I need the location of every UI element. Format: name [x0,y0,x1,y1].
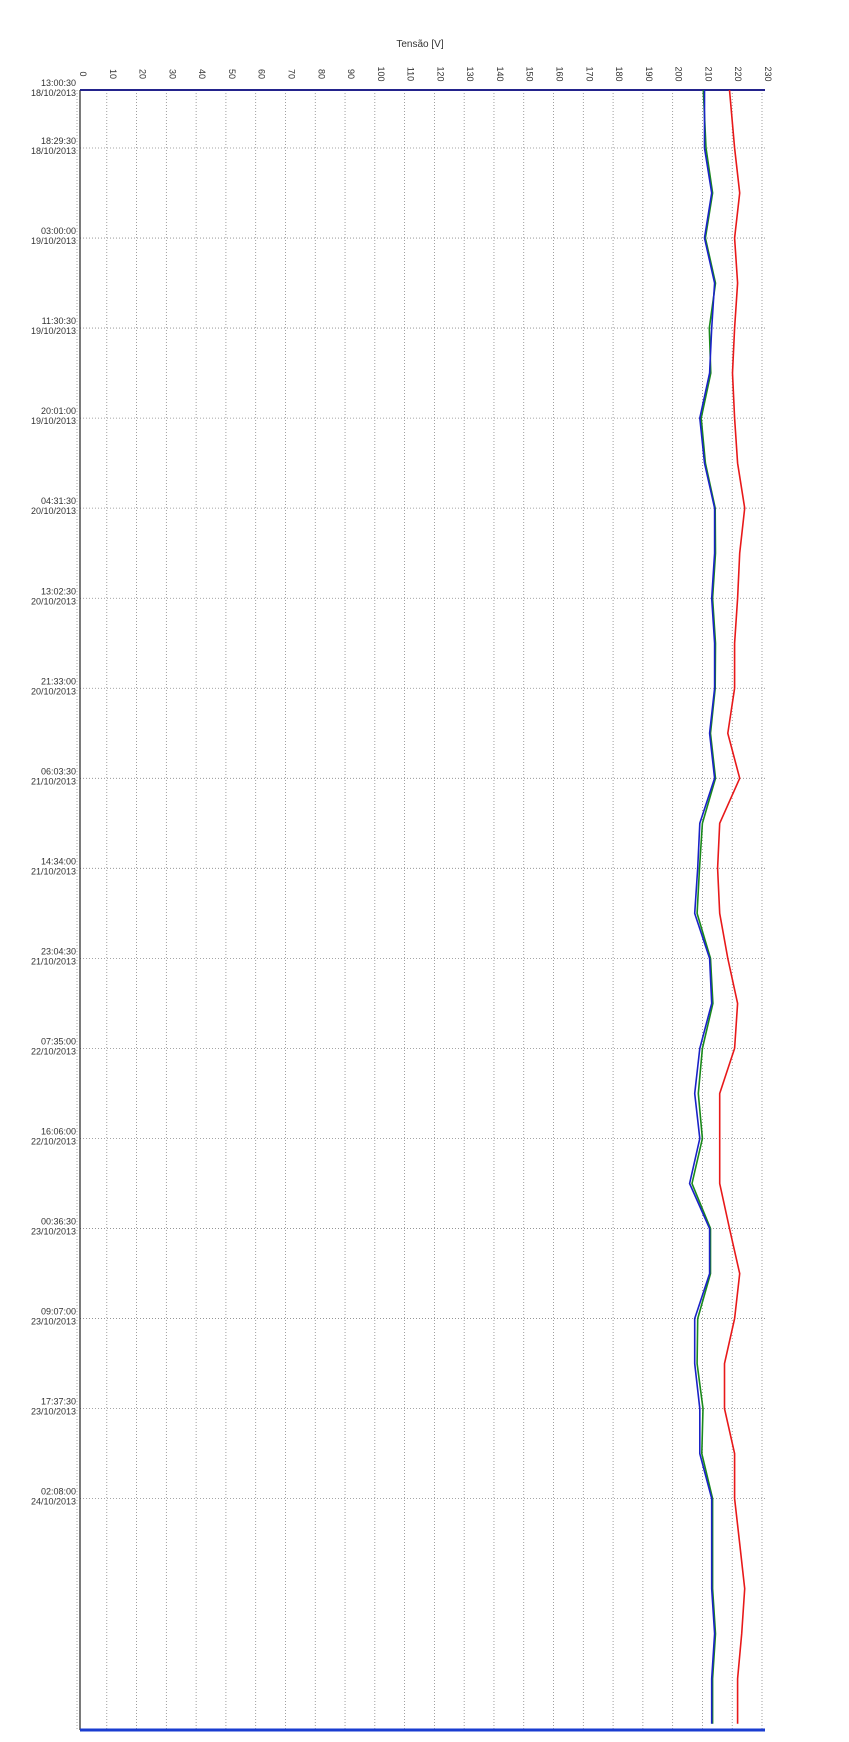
x-tick-label: 10 [108,69,118,79]
y-tick-label: 20/10/2013 [31,686,76,696]
x-tick-label: 50 [227,69,237,79]
y-tick-label: 22/10/2013 [31,1046,76,1056]
y-tick-label: 21/10/2013 [31,956,76,966]
y-tick-label: 16:06:00 [41,1127,76,1137]
y-tick-label: 00:36:30 [41,1217,76,1227]
x-tick-label: 0 [78,71,88,76]
y-tick-label: 13:02:30 [41,586,76,596]
y-tick-label: 20/10/2013 [31,506,76,516]
x-tick-label: 110 [406,67,416,81]
y-tick-label: 22/10/2013 [31,1137,76,1147]
series-line [688,90,716,1724]
x-tick-label: 200 [674,66,684,81]
series-line [691,89,717,1724]
y-tick-label: 03:00:00 [41,226,76,236]
y-tick-label: 02:08:00 [41,1487,76,1497]
x-tick-label: 210 [703,66,713,81]
x-tick-label: 170 [584,66,594,81]
y-tick-label: 23/10/2013 [31,1317,76,1327]
x-tick-label: 130 [465,66,475,81]
x-tick-label: 230 [763,66,773,81]
x-tick-label: 90 [346,69,356,79]
x-tick-label: 160 [555,66,565,81]
y-tick-label: 18/10/2013 [31,88,76,98]
x-tick-label: 60 [257,69,267,79]
x-tick-label: 220 [733,66,743,81]
y-tick-label: 19/10/2013 [31,416,76,426]
y-tick-label: 19/10/2013 [31,236,76,246]
series-line [716,89,746,1724]
y-tick-label: 06:03:30 [41,766,76,776]
y-tick-label: 17:37:30 [41,1397,76,1407]
y-tick-label: 20/10/2013 [31,596,76,606]
y-tick-label: 20:01:00 [41,406,76,416]
x-tick-label: 40 [197,69,207,79]
x-tick-label: 180 [614,66,624,81]
y-tick-label: 21/10/2013 [31,866,76,876]
y-tick-label: 09:07:00 [41,1307,76,1317]
x-tick-label: 120 [435,66,445,81]
y-tick-label: 18/10/2013 [31,146,76,156]
x-tick-label: 140 [495,66,505,81]
y-tick-label: 19/10/2013 [31,326,76,336]
y-tick-label: 13:00:30 [41,78,76,88]
x-tick-label: 100 [376,66,386,81]
y-tick-label: 04:31:30 [41,496,76,506]
x-tick-label: 190 [644,66,654,81]
chart-title: Tensão [V] [396,39,443,50]
y-tick-label: 11:30:30 [42,316,76,326]
y-tick-label: 24/10/2013 [31,1497,76,1507]
x-tick-label: 30 [167,69,177,79]
x-tick-label: 80 [316,69,326,79]
x-tick-label: 150 [525,66,535,81]
y-tick-label: 23/10/2013 [31,1407,76,1417]
y-tick-label: 21:33:00 [41,676,76,686]
y-tick-label: 23:04:30 [41,946,76,956]
y-tick-label: 07:35:00 [41,1036,76,1046]
y-tick-label: 21/10/2013 [31,776,76,786]
x-tick-label: 70 [286,69,296,79]
y-tick-label: 14:34:00 [41,856,76,866]
y-tick-label: 18:29:30 [41,136,76,146]
y-tick-label: 23/10/2013 [31,1227,76,1237]
x-tick-label: 20 [138,69,148,79]
